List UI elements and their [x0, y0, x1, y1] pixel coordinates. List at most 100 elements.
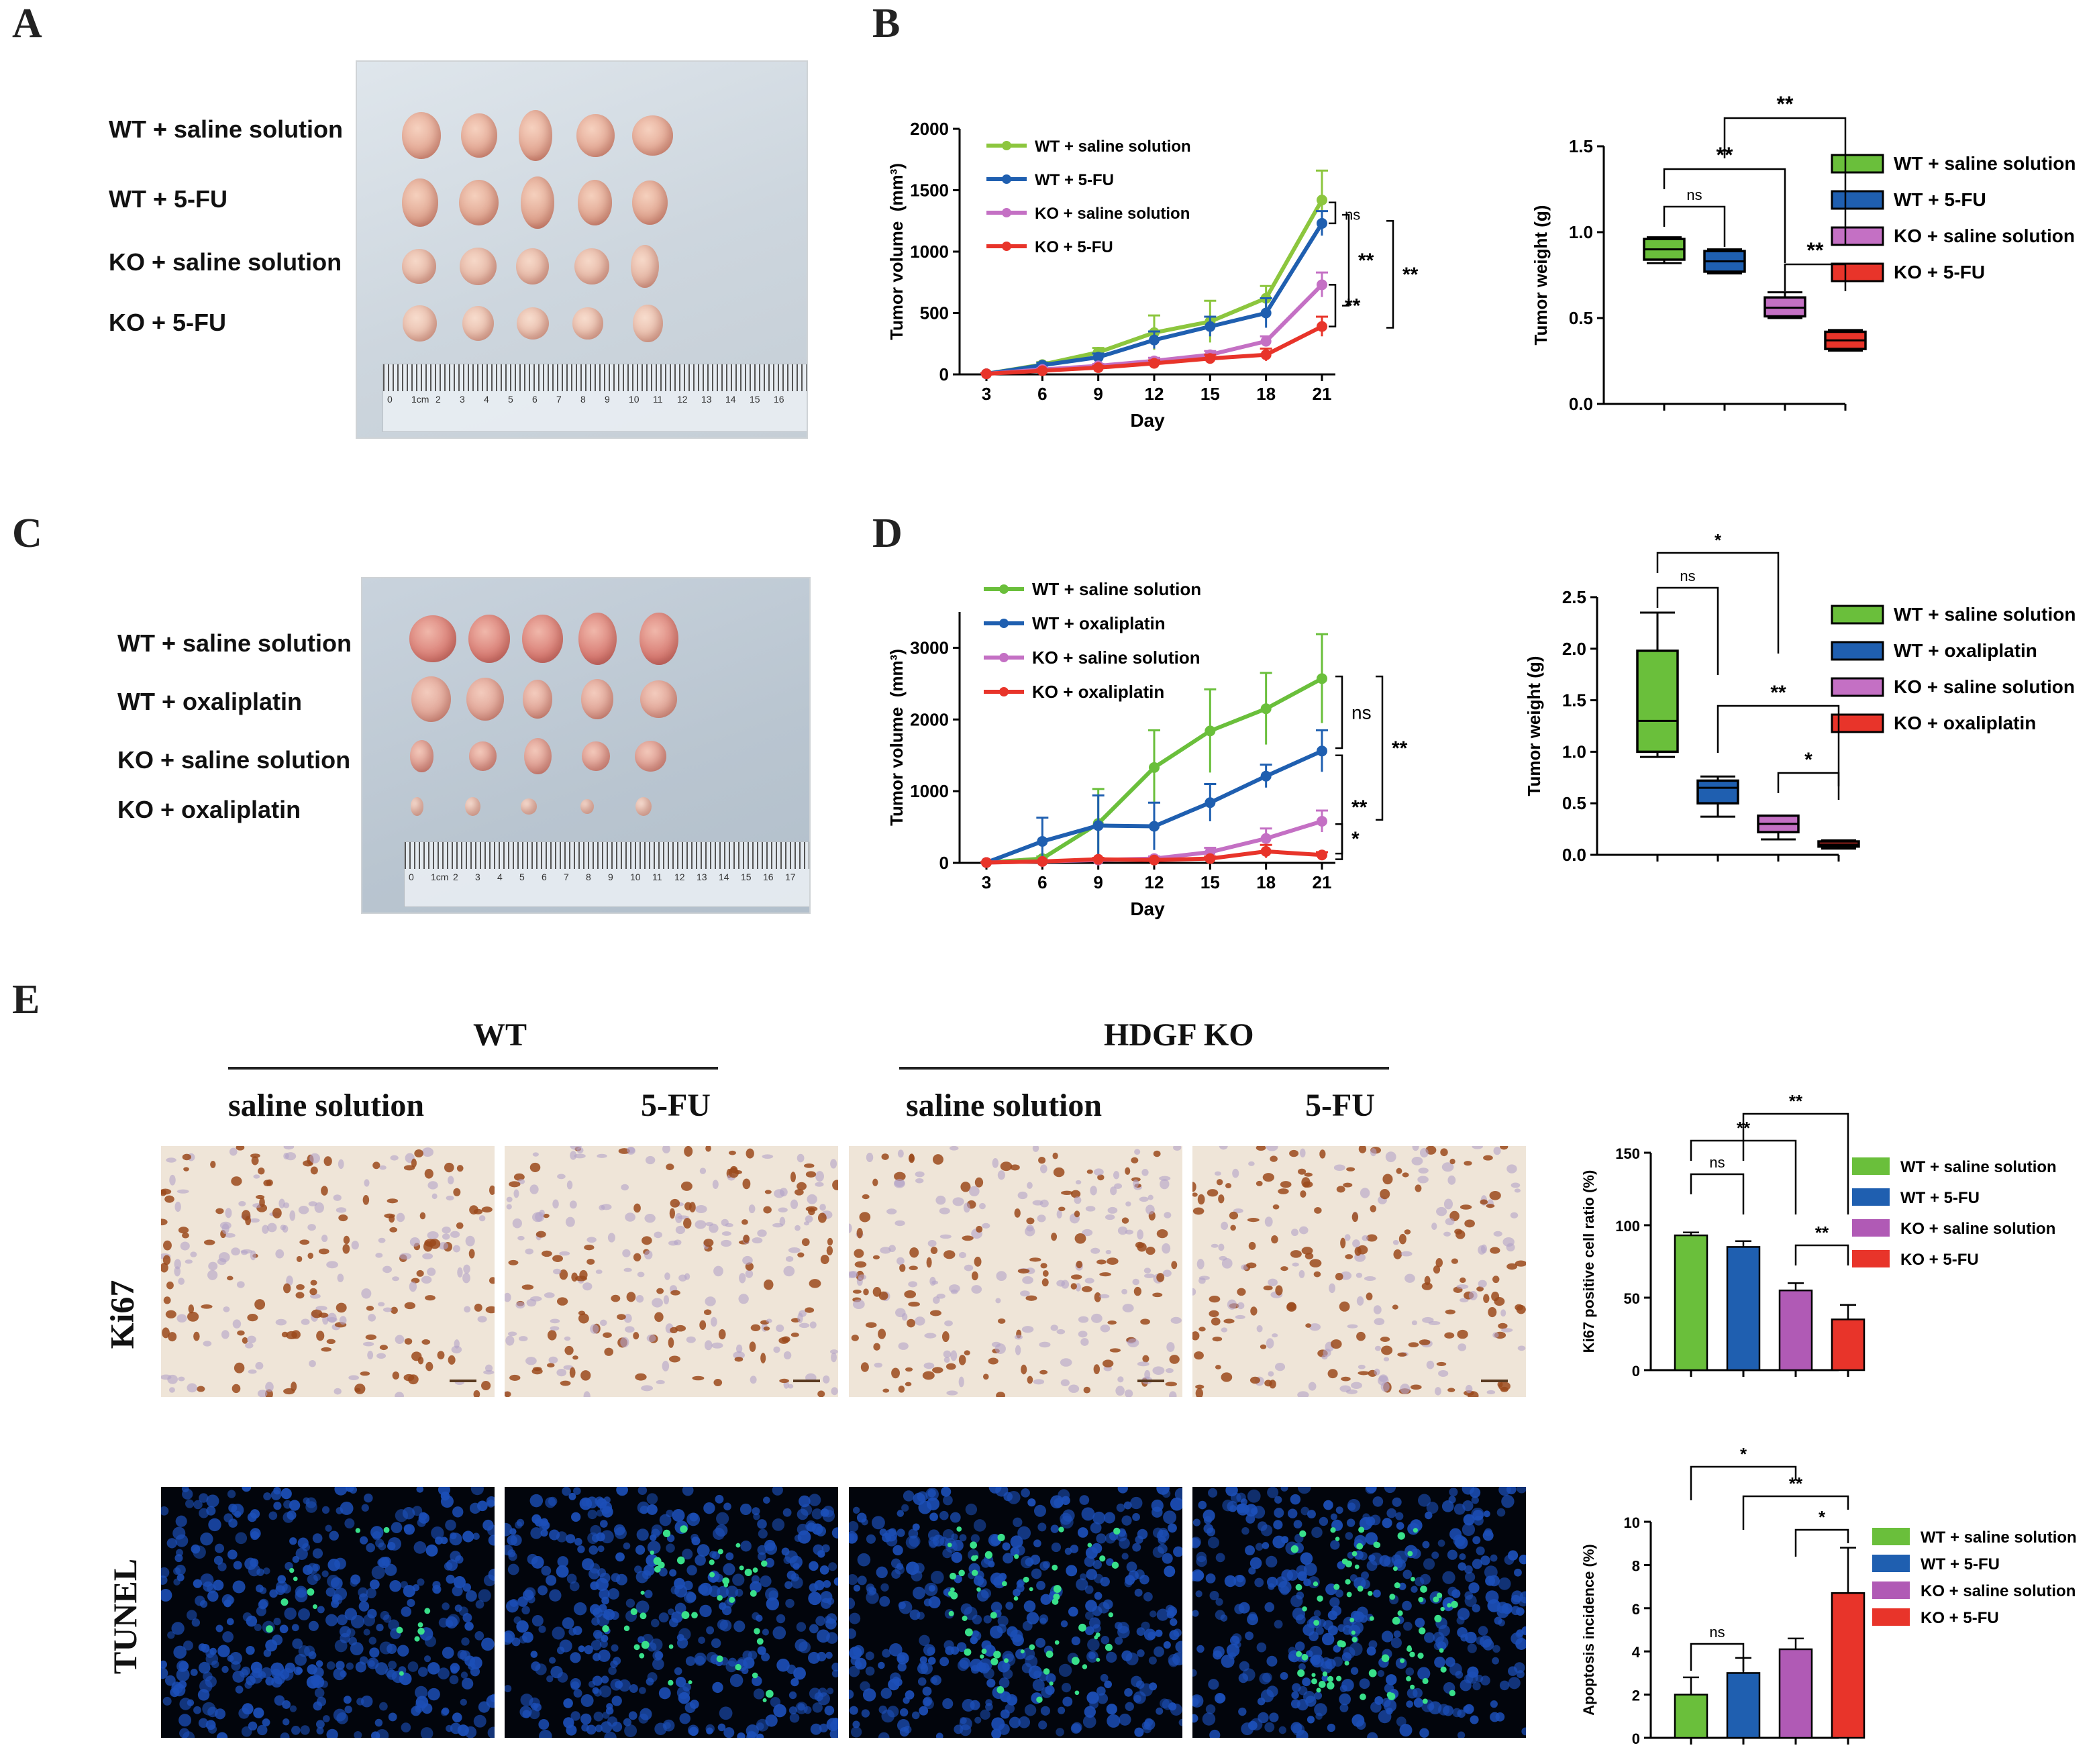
dapi-nucleus	[182, 1731, 195, 1738]
dapi-nucleus	[530, 1527, 543, 1539]
dapi-nucleus	[600, 1520, 608, 1528]
nucleus	[267, 1223, 277, 1233]
nucleus	[656, 1380, 665, 1385]
dapi-nucleus	[634, 1565, 642, 1573]
tunel-positive-cell	[1327, 1681, 1335, 1690]
dapi-nucleus	[715, 1573, 723, 1583]
dapi-nucleus	[223, 1599, 232, 1608]
scale-bar	[450, 1380, 476, 1382]
nucleus	[485, 1306, 495, 1314]
col-ko-5fu: 5-FU	[1305, 1088, 1375, 1123]
tunel-positive-cell	[976, 1587, 981, 1592]
nucleus	[1218, 1194, 1225, 1204]
nucleus	[489, 1277, 495, 1284]
data-point	[1260, 349, 1272, 360]
nucleus	[752, 1237, 763, 1244]
tumor-specimen	[402, 305, 438, 342]
nucleus	[307, 1224, 316, 1231]
nucleus	[318, 1248, 329, 1255]
dapi-nucleus	[333, 1667, 346, 1681]
tunel-positive-cell	[266, 1625, 273, 1633]
tunel-positive-cell	[658, 1561, 665, 1569]
nucleus	[421, 1339, 431, 1345]
nucleus	[1493, 1147, 1501, 1155]
tunel-positive-cell	[1014, 1554, 1019, 1559]
nucleus	[1139, 1196, 1149, 1202]
dapi-nucleus	[876, 1566, 888, 1578]
significance-label: **	[1358, 250, 1374, 272]
dapi-nucleus	[735, 1588, 744, 1597]
ruler-label: 16	[774, 394, 784, 405]
dapi-nucleus	[1462, 1500, 1474, 1512]
dapi-nucleus	[1278, 1580, 1292, 1594]
dapi-nucleus	[556, 1647, 565, 1655]
dapi-nucleus	[1085, 1626, 1094, 1636]
dapi-nucleus	[849, 1628, 856, 1639]
nucleus	[1237, 1288, 1246, 1296]
dapi-nucleus	[592, 1687, 599, 1694]
nucleus	[894, 1172, 906, 1181]
dapi-nucleus	[1162, 1553, 1173, 1564]
dapi-nucleus	[272, 1635, 283, 1646]
dapi-nucleus	[658, 1612, 669, 1623]
dapi-nucleus	[385, 1563, 397, 1576]
dapi-nucleus	[358, 1587, 368, 1598]
dapi-nucleus	[545, 1497, 556, 1508]
dapi-nucleus	[1164, 1565, 1176, 1577]
y-tick-label: 0.0	[1562, 845, 1586, 865]
dapi-nucleus	[1207, 1537, 1219, 1549]
tumor-specimen	[516, 248, 549, 284]
dapi-nucleus	[1056, 1728, 1064, 1736]
tunel-positive-cell	[1335, 1675, 1342, 1681]
nucleus	[1137, 1229, 1143, 1240]
nucleus	[565, 1216, 575, 1227]
nucleus	[1070, 1283, 1077, 1290]
nucleus	[254, 1299, 266, 1310]
nucleus	[572, 1355, 578, 1360]
nucleus	[391, 1306, 398, 1314]
dapi-nucleus	[566, 1724, 577, 1736]
tunel-positive-cell	[1290, 1545, 1299, 1553]
ruler-label: 1cm	[431, 872, 449, 882]
significance-label: *	[1715, 530, 1722, 550]
dapi-nucleus	[557, 1556, 569, 1567]
nucleus	[1517, 1345, 1526, 1351]
dapi-nucleus	[462, 1530, 474, 1543]
dapi-nucleus	[1472, 1604, 1480, 1613]
data-point	[1205, 853, 1216, 864]
legend-marker	[999, 687, 1009, 696]
nucleus	[946, 1390, 958, 1396]
dapi-nucleus	[950, 1646, 960, 1655]
dapi-nucleus	[906, 1561, 919, 1575]
nucleus	[576, 1147, 584, 1153]
dapi-nucleus	[431, 1526, 444, 1540]
dapi-nucleus	[1250, 1508, 1258, 1515]
nucleus	[1039, 1369, 1048, 1375]
dapi-nucleus	[1213, 1646, 1225, 1658]
dapi-nucleus	[797, 1703, 805, 1711]
dapi-nucleus	[797, 1508, 809, 1520]
dapi-nucleus	[326, 1661, 336, 1670]
tunel-positive-cell	[947, 1543, 952, 1547]
legend-swatch	[1831, 677, 1884, 697]
nucleus	[1083, 1386, 1091, 1394]
dapi-nucleus	[1361, 1571, 1369, 1579]
nucleus	[389, 1227, 398, 1233]
significance-label: **	[1351, 796, 1368, 819]
nucleus	[456, 1222, 464, 1229]
nucleus	[1162, 1269, 1172, 1277]
nucleus	[421, 1276, 432, 1284]
dapi-nucleus	[1463, 1514, 1475, 1526]
dapi-nucleus	[1472, 1559, 1482, 1569]
tumor-specimen	[410, 797, 424, 816]
tunel-positive-cell	[383, 1526, 390, 1533]
dapi-nucleus	[1464, 1565, 1473, 1574]
dapi-nucleus	[1229, 1652, 1236, 1659]
legend-label: KO + saline solution	[1894, 225, 2075, 246]
scale-bar	[1137, 1380, 1164, 1382]
dapi-nucleus	[878, 1661, 885, 1669]
data-point	[1317, 816, 1327, 827]
tunel-positive-cell	[1447, 1603, 1451, 1608]
data-point	[1317, 195, 1327, 206]
dapi-nucleus	[686, 1565, 697, 1575]
